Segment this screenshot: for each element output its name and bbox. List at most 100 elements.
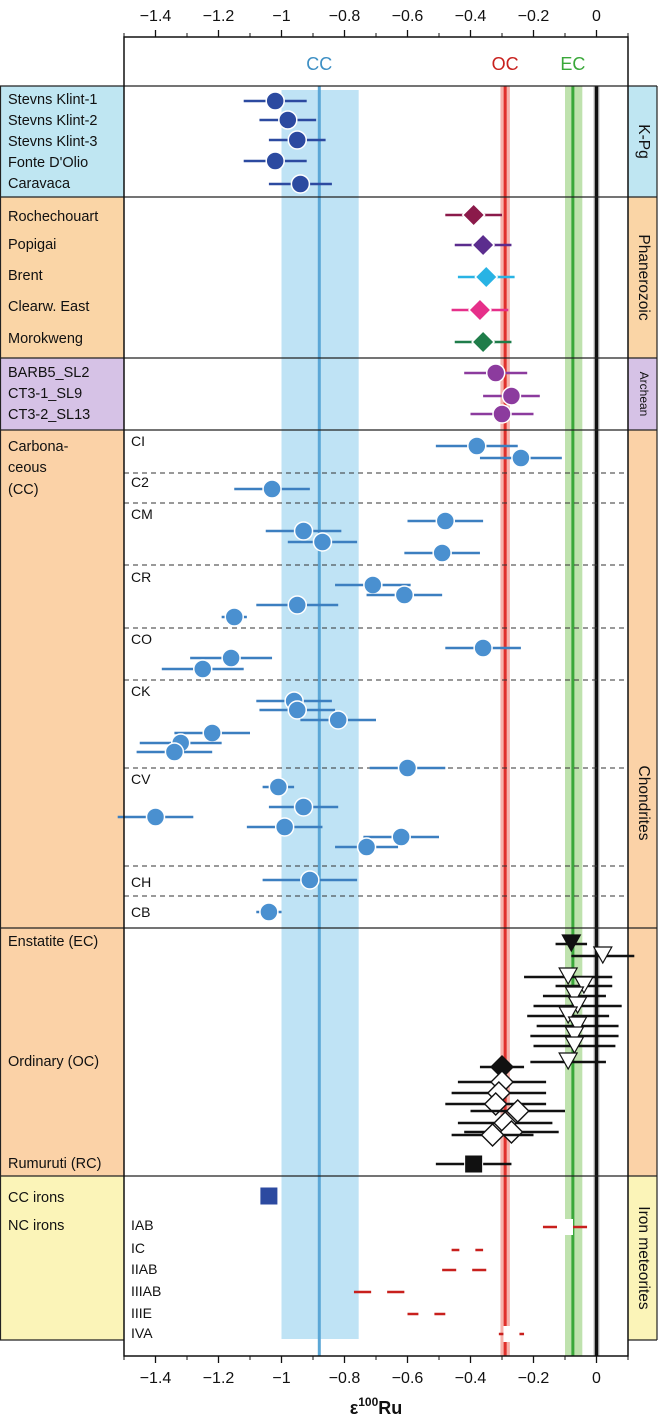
data-point — [293, 797, 314, 817]
top-tick-label: −0.6 — [392, 8, 424, 25]
group-label-panel — [0, 86, 124, 197]
data-point — [564, 1036, 585, 1055]
bottom-tick-label: −1 — [272, 1370, 290, 1387]
data-point — [567, 1016, 588, 1035]
group-label: Stevns Klint-2 — [8, 113, 97, 129]
data-point — [480, 1123, 505, 1147]
group-label: Rochechouart — [8, 209, 98, 225]
category-label-panel — [628, 197, 657, 358]
data-point — [312, 532, 333, 552]
data-point — [564, 1026, 585, 1045]
top-tick-label: −0.2 — [518, 8, 550, 25]
data-point — [435, 511, 456, 531]
data-point — [432, 543, 452, 563]
data-point — [363, 575, 383, 595]
data-point — [265, 151, 285, 171]
category-label: Iron meteorites — [635, 1206, 652, 1310]
plot-frame — [123, 36, 629, 1357]
category-label-panel — [628, 430, 657, 1176]
data-point — [328, 710, 348, 730]
group-label: Stevns Klint-3 — [8, 134, 97, 150]
top-tick-label: −1.4 — [140, 8, 172, 25]
group-label: Carbona- — [8, 439, 69, 455]
bottom-tick-label: 0 — [592, 1370, 601, 1387]
group-label: Morokweng — [8, 331, 83, 347]
data-point — [274, 817, 295, 837]
group-label: NC irons — [8, 1218, 64, 1234]
subgroup-label: CV — [131, 771, 151, 787]
subgroup-label: IIIAB — [131, 1283, 161, 1299]
subgroup-label: CB — [131, 904, 150, 920]
data-point — [461, 202, 486, 228]
data-point — [278, 110, 298, 130]
data-point — [492, 404, 512, 424]
data-point — [501, 386, 522, 406]
data-point — [561, 934, 582, 953]
data-point — [485, 363, 506, 383]
top-tick-label: −1.2 — [203, 8, 235, 25]
data-point — [268, 777, 289, 797]
category-label-panel — [628, 1176, 657, 1340]
subgroup-label: CH — [131, 874, 151, 890]
data-point — [394, 585, 415, 605]
category-label: Archean — [637, 372, 651, 417]
data-point — [418, 1306, 435, 1322]
data-point — [293, 521, 314, 541]
group-label: CC irons — [8, 1190, 64, 1206]
subgroup-label: CO — [131, 631, 152, 647]
data-point — [391, 827, 411, 847]
group-label-panel — [0, 358, 124, 430]
category-label: Chondrites — [635, 766, 652, 841]
data-point — [221, 648, 241, 668]
group-label: (CC) — [8, 482, 39, 498]
category-label: Phanerozoic — [635, 234, 652, 320]
group-label: Caravaca — [8, 176, 71, 192]
subgroup-label: IIIE — [131, 1305, 152, 1321]
group-label: ceous — [8, 460, 47, 476]
data-point — [202, 723, 222, 743]
data-point — [564, 986, 585, 1005]
data-point — [164, 742, 185, 762]
data-point — [473, 638, 493, 658]
x-axis-label-unit: Ru — [378, 1398, 402, 1418]
data-point — [474, 264, 499, 290]
group-label: Ordinary (OC) — [8, 1054, 99, 1070]
top-tick-label: −0.8 — [329, 8, 361, 25]
data-point — [456, 1262, 473, 1278]
data-point — [145, 807, 166, 827]
data-point — [356, 837, 377, 857]
data-point — [467, 436, 487, 456]
data-point — [224, 607, 244, 627]
group-label: CT3-1_SL9 — [8, 386, 82, 402]
subgroup-label: IIAB — [131, 1261, 157, 1277]
subgroup-label: C2 — [131, 474, 149, 490]
data-point — [287, 130, 307, 150]
subgroup-label: CK — [131, 683, 151, 699]
group-label: Enstatite (EC) — [8, 934, 98, 950]
bottom-tick-label: −0.8 — [329, 1370, 361, 1387]
bottom-tick-label: −1.4 — [140, 1370, 172, 1387]
reference-label: CC — [306, 54, 332, 74]
data-point — [467, 297, 493, 323]
group-label: Stevns Klint-1 — [8, 92, 97, 108]
bottom-tick-label: −0.4 — [455, 1370, 487, 1387]
data-point — [459, 1242, 476, 1258]
group-label-panel — [0, 1176, 124, 1340]
subgroup-label: IAB — [131, 1217, 154, 1233]
group-label: Rumuruti (RC) — [8, 1156, 101, 1172]
subgroup-label: IC — [131, 1240, 145, 1256]
top-tick-label: −0.4 — [455, 8, 487, 25]
x-axis-label: ε100Ru — [350, 1395, 403, 1418]
top-tick-label: 0 — [592, 8, 601, 25]
data-point — [259, 1186, 279, 1206]
data-point — [371, 1284, 388, 1300]
bottom-tick-label: −1.2 — [203, 1370, 235, 1387]
data-point — [511, 448, 531, 468]
data-point — [471, 232, 496, 258]
subgroup-label: CI — [131, 433, 145, 449]
x-axis-label-base: ε — [350, 1398, 359, 1418]
data-point — [300, 870, 320, 890]
subgroup-label: CM — [131, 506, 153, 522]
data-point — [287, 700, 307, 720]
